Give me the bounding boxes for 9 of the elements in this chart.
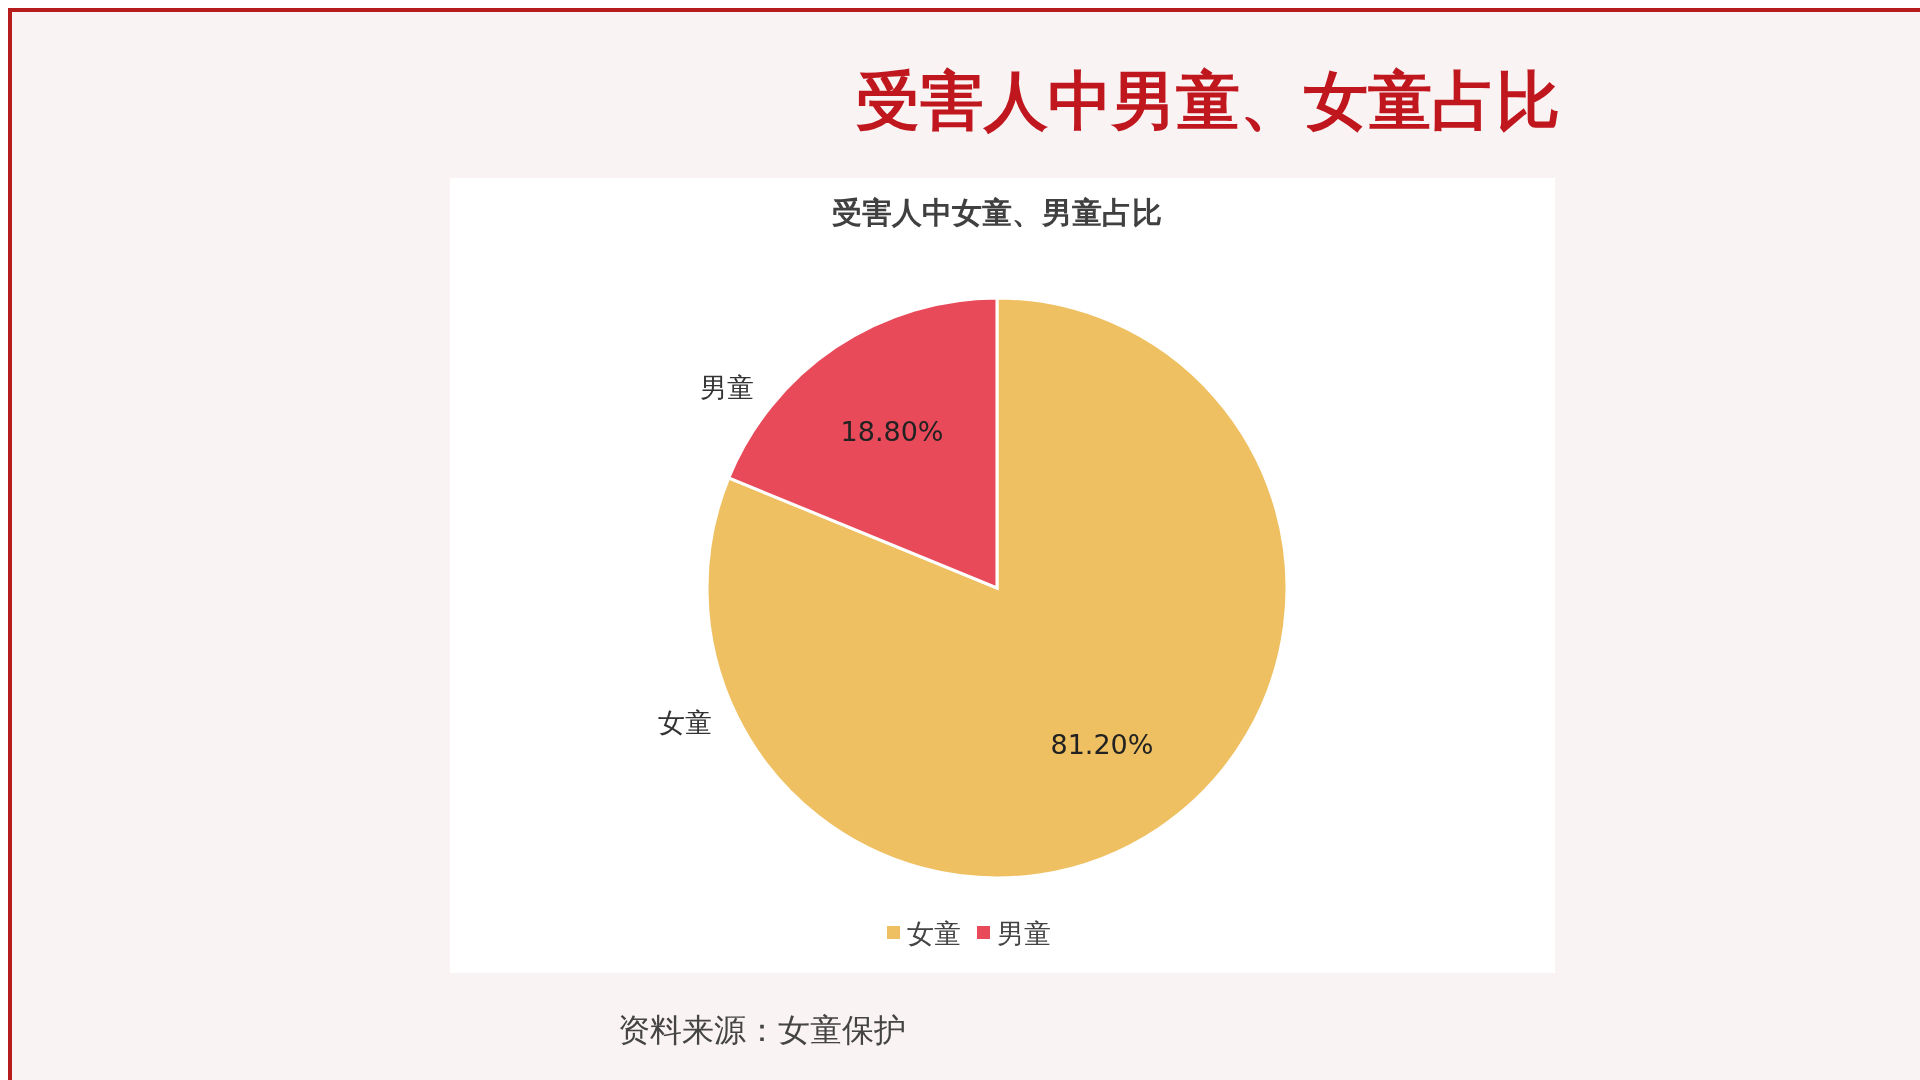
data-label: 18.80% (840, 415, 944, 447)
slice-label: 女童 (657, 706, 712, 738)
chart-subtitle: 受害人中女童、男童占比 (832, 195, 1162, 230)
legend-label: 女童 (907, 917, 961, 949)
legend-label: 男童 (997, 917, 1051, 949)
data-label: 81.20% (1050, 729, 1154, 761)
slice-label: 男童 (700, 371, 755, 403)
text: 资料来源：女童保护 (618, 1011, 906, 1049)
chart-title: 受害人中男童、女童占比 (856, 64, 1560, 138)
